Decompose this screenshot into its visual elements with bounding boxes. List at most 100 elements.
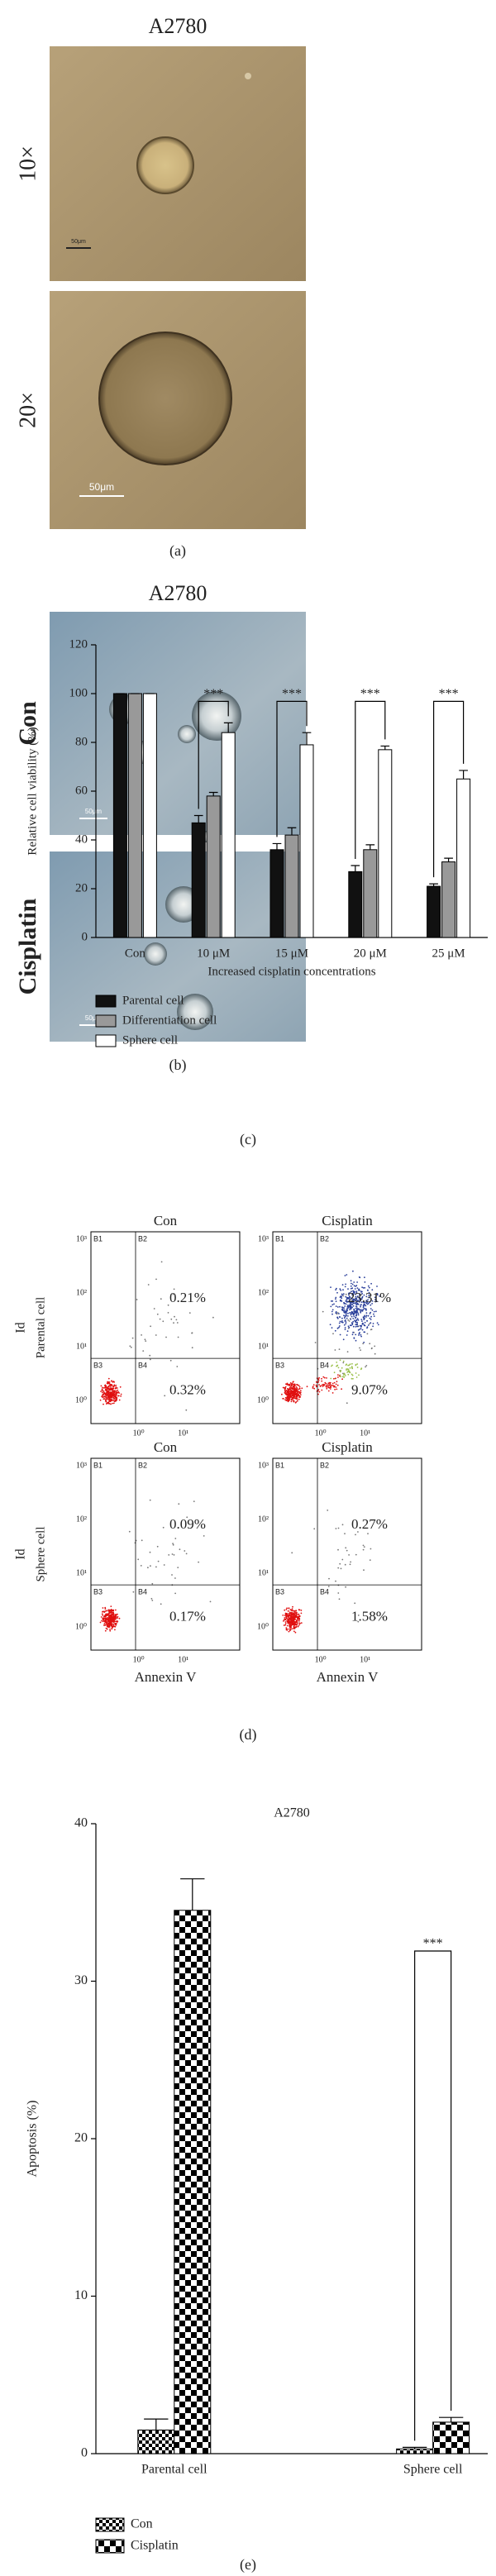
- event-dot: [335, 1300, 337, 1302]
- event-dot: [111, 1611, 112, 1613]
- event-dot: [102, 1390, 104, 1392]
- event-dot: [346, 1351, 349, 1352]
- event-dot: [375, 1310, 377, 1313]
- significance-bracket: [198, 700, 229, 809]
- event-dot: [367, 1314, 370, 1317]
- event-dot: [322, 1385, 325, 1386]
- event-dot: [355, 1301, 357, 1304]
- event-dot: [151, 1600, 154, 1601]
- event-dot: [108, 1394, 111, 1396]
- event-dot: [344, 1275, 346, 1276]
- scale-label: 50μm: [85, 1014, 103, 1022]
- quadrant-label: B3: [275, 1361, 284, 1369]
- event-dot: [364, 1321, 366, 1324]
- event-dot: [112, 1402, 115, 1405]
- event-dot: [348, 1326, 351, 1329]
- event-dot: [357, 1319, 360, 1321]
- event-dot: [288, 1391, 290, 1392]
- event-dot: [346, 1308, 349, 1309]
- event-dot: [284, 1624, 286, 1626]
- event-dot: [335, 1296, 337, 1299]
- event-dot: [292, 1383, 294, 1386]
- event-dot: [355, 1339, 357, 1342]
- event-dot: [107, 1623, 110, 1625]
- event-dot: [317, 1379, 320, 1381]
- event-dot: [297, 1384, 299, 1386]
- event-dot: [355, 1297, 357, 1300]
- event-dot: [298, 1620, 300, 1622]
- event-dot: [360, 1305, 361, 1308]
- event-dot: [367, 1533, 369, 1534]
- event-dot: [334, 1349, 336, 1351]
- y-tick-label: 10¹: [76, 1568, 87, 1577]
- bar: [441, 861, 456, 938]
- event-dot: [322, 1310, 324, 1313]
- event-dot: [341, 1388, 342, 1391]
- event-dot: [104, 1617, 107, 1620]
- event-dot: [107, 1615, 110, 1616]
- event-dot: [293, 1395, 295, 1397]
- x-tick-label: 10⁰: [133, 1655, 145, 1664]
- event-dot: [287, 1390, 289, 1392]
- event-dot: [370, 1311, 372, 1314]
- event-dot: [363, 1319, 365, 1321]
- event-dot: [112, 1402, 113, 1405]
- event-dot: [340, 1289, 342, 1291]
- event-dot: [330, 1377, 332, 1380]
- event-dot: [353, 1337, 355, 1339]
- event-dot: [336, 1327, 339, 1329]
- event-dot: [293, 1618, 296, 1620]
- event-dot: [297, 1391, 299, 1393]
- event-dot: [107, 1388, 110, 1391]
- y-tick-label: 10¹: [76, 1342, 87, 1351]
- event-dot: [109, 1629, 111, 1630]
- event-dot: [321, 1389, 323, 1391]
- percentage: 0.21%: [169, 1290, 206, 1305]
- event-dot: [374, 1296, 376, 1299]
- event-dot: [145, 1340, 147, 1342]
- event-dot: [114, 1397, 117, 1399]
- x-axis-label: Increased cisplatin concentrations: [207, 965, 375, 978]
- event-dot: [322, 1376, 325, 1378]
- quadrant-label: B2: [320, 1461, 329, 1469]
- event-dot: [343, 1311, 346, 1314]
- event-dot: [108, 1626, 111, 1628]
- event-dot: [106, 1615, 108, 1616]
- event-dot: [347, 1364, 349, 1367]
- event-dot: [355, 1314, 357, 1316]
- event-dot: [343, 1309, 346, 1311]
- event-dot: [368, 1295, 370, 1296]
- event-dot: [361, 1292, 363, 1295]
- event-dot: [366, 1327, 368, 1329]
- event-dot: [358, 1301, 360, 1303]
- legend-swatch: [95, 2539, 125, 2554]
- debris: [245, 73, 251, 79]
- event-dot: [329, 1381, 331, 1384]
- event-dot: [379, 1295, 381, 1297]
- event-dot: [117, 1391, 120, 1393]
- event-dot: [355, 1553, 357, 1556]
- event-dot: [369, 1343, 371, 1345]
- event-dot: [120, 1393, 122, 1395]
- event-dot: [109, 1617, 112, 1620]
- event-dot: [348, 1305, 351, 1308]
- event-dot: [110, 1615, 112, 1617]
- event-dot: [293, 1395, 295, 1398]
- event-dot: [173, 1288, 175, 1290]
- event-dot: [284, 1615, 286, 1616]
- event-dot: [295, 1610, 297, 1611]
- event-dot: [100, 1385, 103, 1387]
- event-dot: [107, 1401, 109, 1404]
- event-dot: [313, 1528, 316, 1530]
- event-dot: [169, 1359, 172, 1362]
- event-dot: [109, 1387, 112, 1389]
- quadrant-label: B4: [138, 1361, 147, 1369]
- x-tick-label: Parental cell: [141, 2463, 207, 2477]
- event-dot: [115, 1398, 117, 1400]
- event-dot: [341, 1378, 343, 1381]
- y-tick-label: 10⁰: [257, 1395, 269, 1405]
- event-dot: [112, 1400, 115, 1401]
- event-dot: [328, 1384, 331, 1386]
- event-dot: [286, 1382, 289, 1385]
- quadrant-label: B3: [93, 1587, 103, 1596]
